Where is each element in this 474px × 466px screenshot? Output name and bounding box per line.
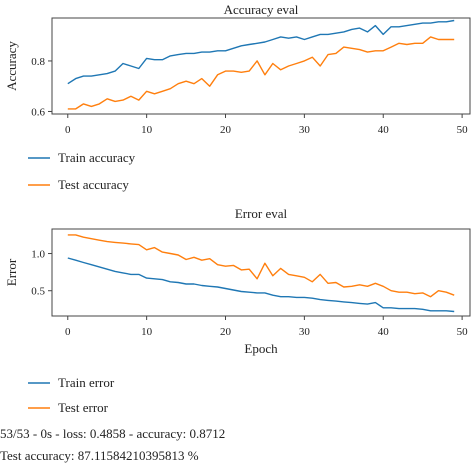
accuracy-legend-label-0: Train accuracy — [58, 150, 136, 165]
error-x-axis-label: Epoch — [244, 341, 278, 356]
accuracy-y-tick-label: 0.6 — [31, 106, 45, 118]
accuracy-series-line-0 — [67, 19, 455, 85]
error-x-tick-label: 0 — [65, 326, 71, 338]
error-x-tick-label: 40 — [378, 326, 390, 338]
accuracy-chart-title: Accuracy eval — [224, 2, 299, 17]
error-y-tick-label: 1.0 — [31, 249, 45, 261]
error-series-line-0 — [67, 257, 455, 313]
error-x-tick-label: 10 — [141, 326, 153, 338]
accuracy-plot-frame — [51, 17, 471, 115]
accuracy-x-tick-label: 30 — [299, 124, 311, 136]
error-legend-label-1: Test error — [58, 400, 109, 415]
training-charts: Accuracy eval Accuracy 0 10 20 30 40 50 0.6 0.8 Tr… — [4, 2, 471, 415]
accuracy-x-tick-label: 50 — [457, 124, 469, 136]
error-chart-title: Error eval — [235, 206, 288, 221]
error-x-tick-label: 50 — [457, 326, 469, 338]
error-legend-label-0: Train error — [58, 375, 115, 390]
accuracy-series-line-1 — [67, 36, 455, 110]
log-line-test-accuracy: Test accuracy: 87.11584210395813 % — [0, 448, 199, 463]
error-y-tick-label: 0.5 — [31, 286, 45, 298]
accuracy-x-tick-label: 40 — [378, 124, 390, 136]
accuracy-y-tick-label: 0.8 — [31, 56, 45, 68]
error-y-axis-label: Error — [4, 258, 19, 286]
error-x-tick-label: 30 — [299, 326, 311, 338]
error-series-line-1 — [67, 234, 455, 298]
accuracy-legend-label-1: Test accuracy — [58, 177, 129, 192]
error-x-tick-label: 20 — [220, 326, 232, 338]
accuracy-x-tick-label: 0 — [65, 124, 71, 136]
accuracy-x-tick-label: 10 — [141, 124, 153, 136]
log-line-loss: 53/53 - 0s - loss: 0.4858 - accuracy: 0.… — [0, 426, 226, 441]
error-plot-frame — [51, 228, 471, 317]
accuracy-y-axis-label: Accuracy — [4, 41, 19, 91]
accuracy-x-tick-label: 20 — [220, 124, 232, 136]
